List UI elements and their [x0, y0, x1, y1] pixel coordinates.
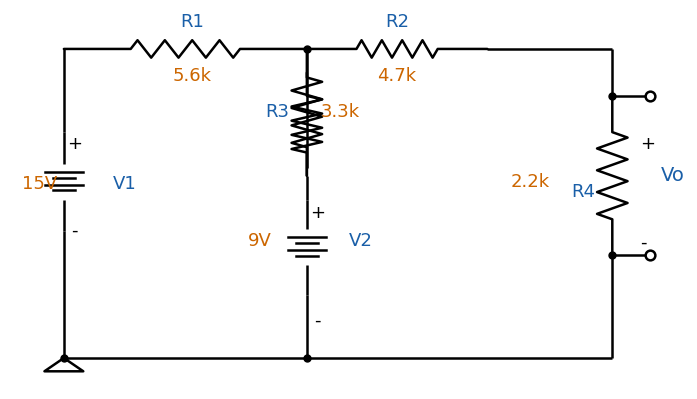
Text: V2: V2 [348, 232, 372, 250]
Text: -: - [314, 311, 321, 329]
Text: -: - [71, 222, 77, 240]
Text: R1: R1 [181, 13, 204, 31]
Text: R4: R4 [571, 183, 595, 201]
Text: +: + [640, 135, 655, 153]
Text: -: - [640, 234, 647, 252]
Text: 15V: 15V [22, 175, 57, 193]
Text: 9V: 9V [248, 232, 272, 250]
Text: 4.7k: 4.7k [378, 67, 417, 85]
Text: Vo: Vo [661, 166, 684, 185]
Text: +: + [67, 135, 82, 153]
Text: +: + [309, 204, 325, 222]
Text: 2.2k: 2.2k [511, 173, 550, 191]
Text: V1: V1 [112, 175, 136, 193]
Text: R3: R3 [266, 103, 289, 121]
Text: 3.3k: 3.3k [321, 103, 360, 121]
Text: 5.6k: 5.6k [173, 67, 212, 85]
Text: R2: R2 [385, 13, 409, 31]
